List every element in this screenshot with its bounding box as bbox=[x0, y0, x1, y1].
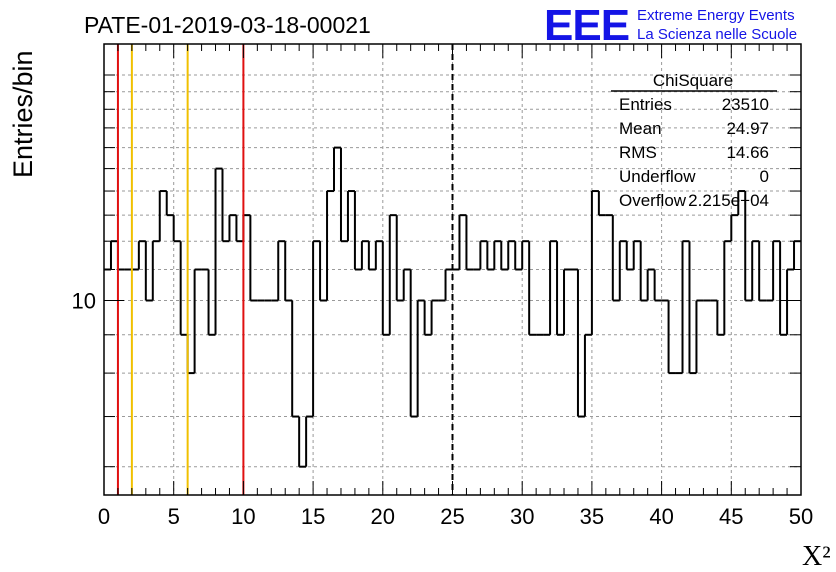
stats-title: ChiSquare bbox=[653, 71, 733, 90]
x-tick-label: 20 bbox=[371, 504, 395, 529]
stats-value: 24.97 bbox=[726, 119, 769, 138]
eee-logo: EEE Extreme Energy Events La Scienza nel… bbox=[544, 1, 797, 50]
logo-line-2: La Scienza nelle Scuole bbox=[637, 26, 797, 43]
x-tick-label: 50 bbox=[789, 504, 813, 529]
logo-mark: EEE bbox=[544, 1, 629, 50]
stats-value: 2.215e+04 bbox=[688, 191, 769, 210]
stats-label: Underflow bbox=[619, 167, 696, 186]
x-tick-label: 45 bbox=[719, 504, 743, 529]
stats-value: 0 bbox=[760, 167, 769, 186]
stats-label: Overflow bbox=[619, 191, 687, 210]
x-tick-label: 5 bbox=[168, 504, 180, 529]
stats-label: Mean bbox=[619, 119, 662, 138]
x-tick-label: 30 bbox=[510, 504, 534, 529]
stats-value: 14.66 bbox=[726, 143, 769, 162]
y-tick-label: 10 bbox=[72, 289, 96, 314]
stats-label: Entries bbox=[619, 95, 672, 114]
logo-line-1: Extreme Energy Events bbox=[637, 7, 795, 24]
cut-lines bbox=[116, 44, 454, 495]
x-axis-label: X² bbox=[802, 541, 831, 572]
page-title: PATE-01-2019-03-18-00021 bbox=[84, 12, 371, 38]
stats-label: RMS bbox=[619, 143, 657, 162]
x-tick-label: 25 bbox=[440, 504, 464, 529]
histogram-series bbox=[104, 146, 801, 468]
tick-marks bbox=[103, 44, 802, 495]
x-tick-label: 10 bbox=[231, 504, 255, 529]
tick-labels: 0 5 10 15 20 25 30 35 40 45 50 10 bbox=[72, 289, 814, 529]
stats-value: 23510 bbox=[722, 95, 769, 114]
stats-box: ChiSquare Entries 23510 Mean 24.97 RMS 14.66 U… bbox=[611, 71, 777, 210]
x-tick-label: 0 bbox=[98, 504, 110, 529]
y-axis-label: Entries/bin bbox=[8, 50, 38, 178]
x-tick-label: 15 bbox=[301, 504, 325, 529]
x-tick-label: 40 bbox=[649, 504, 673, 529]
x-tick-label: 35 bbox=[580, 504, 604, 529]
